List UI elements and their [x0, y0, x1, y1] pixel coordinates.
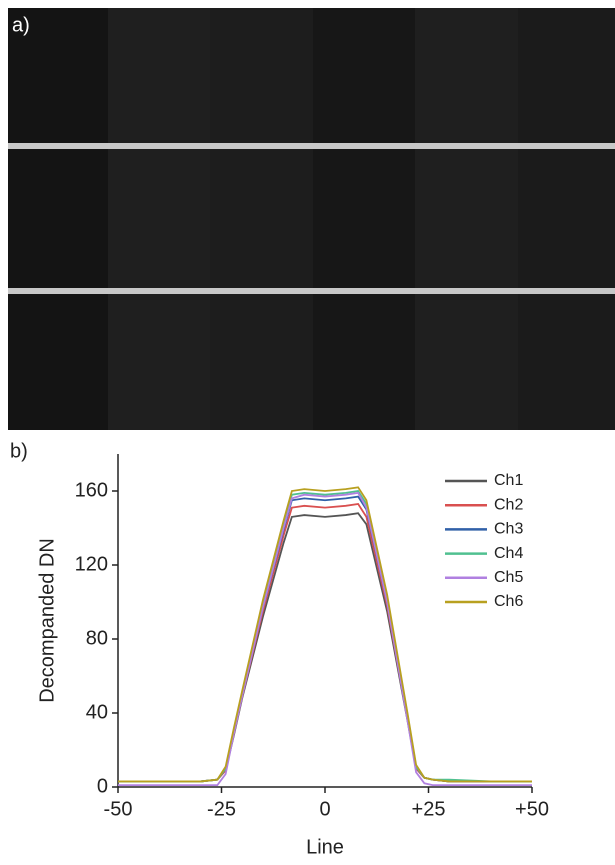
- image-band: [108, 8, 210, 430]
- image-band: [8, 8, 108, 430]
- panel-label: b): [10, 440, 28, 462]
- legend-label: Ch3: [494, 521, 523, 538]
- y-tick-label: 40: [86, 701, 108, 723]
- series-line: [118, 497, 532, 782]
- image-band: [415, 8, 518, 430]
- page: {"image_panel": {"label": "a)"}, "chart_…: [0, 0, 615, 860]
- series-line: [118, 504, 532, 782]
- x-tick-label: +25: [412, 798, 446, 820]
- y-tick-label: 120: [75, 553, 108, 575]
- y-tick-label: 160: [75, 479, 108, 501]
- x-tick-label: -25: [207, 798, 236, 820]
- image-panel: a): [8, 8, 615, 430]
- legend-label: Ch4: [494, 545, 523, 562]
- x-tick-label: -50: [104, 798, 133, 820]
- bright-line: [8, 143, 615, 149]
- image-band: [518, 8, 615, 430]
- y-tick-label: 0: [97, 775, 108, 797]
- legend-label: Ch1: [494, 472, 523, 489]
- image-band: [313, 8, 415, 430]
- legend-label: Ch5: [494, 569, 523, 586]
- legend-label: Ch2: [494, 496, 523, 513]
- legend-label: Ch6: [494, 593, 523, 610]
- series-line: [118, 491, 532, 781]
- figure: a) b) 0 40 80 120 160 -50 -25 0 +25 +50 Line Decomp…: [0, 0, 615, 860]
- panel-label: a): [12, 14, 30, 36]
- y-axis-label: Decompanded DN: [36, 538, 58, 703]
- y-tick-label: 80: [86, 627, 108, 649]
- bright-line: [8, 288, 615, 294]
- x-tick-label: 0: [319, 798, 330, 820]
- series-line: [118, 487, 532, 781]
- x-axis-label: Line: [306, 836, 344, 858]
- series-line: [118, 493, 532, 785]
- x-tick-label: +50: [515, 798, 549, 820]
- image-band: [210, 8, 313, 430]
